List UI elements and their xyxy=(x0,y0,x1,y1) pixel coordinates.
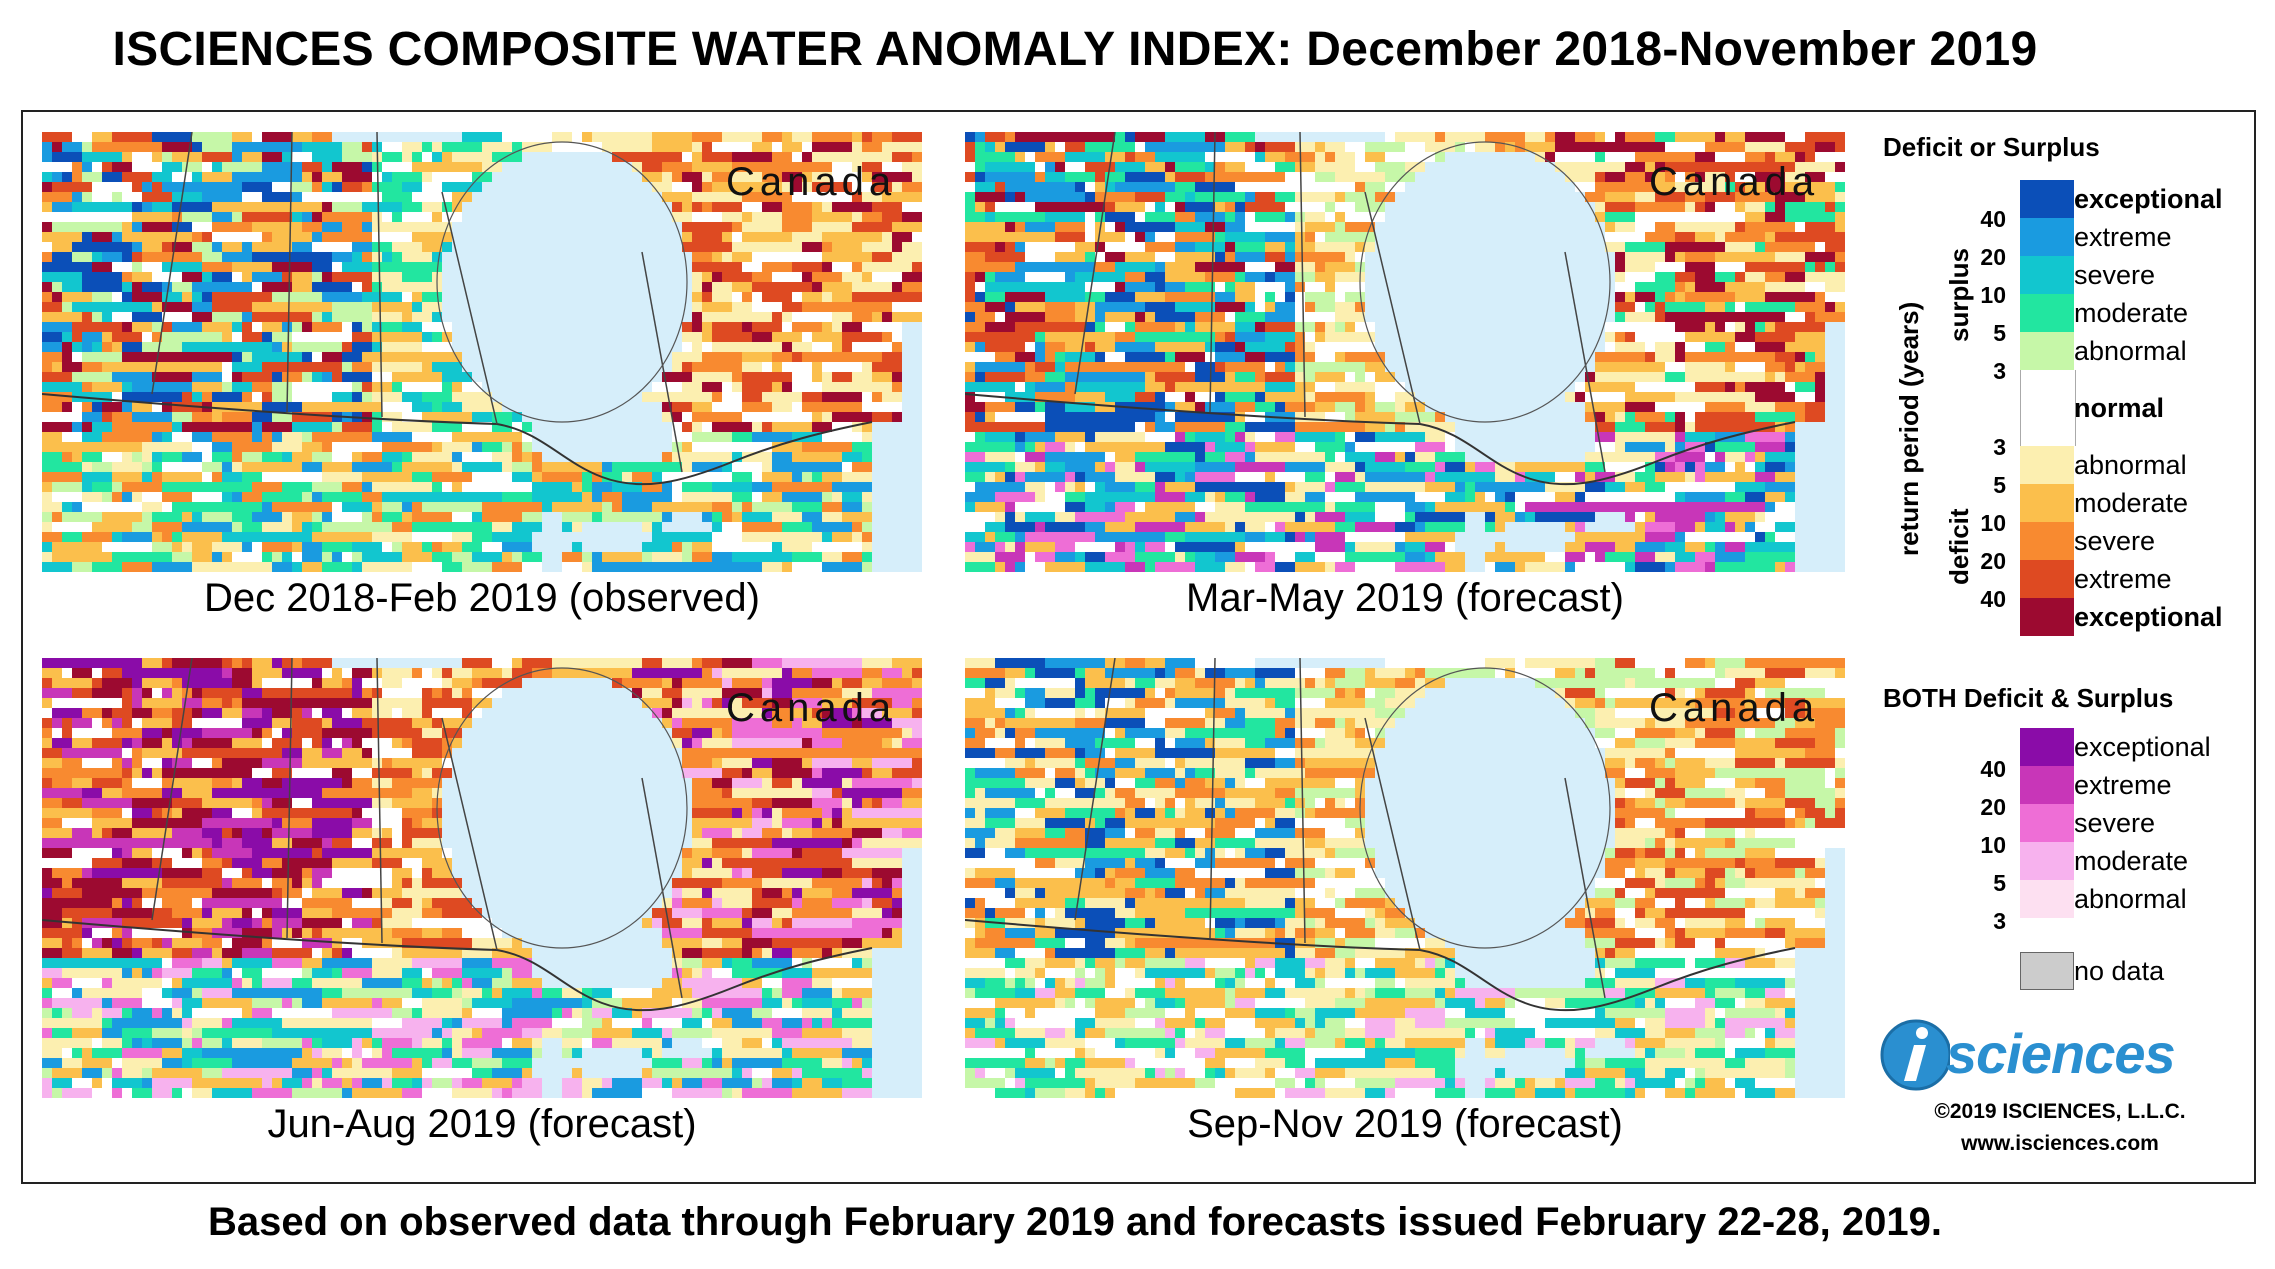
page-title: ISCIENCES COMPOSITE WATER ANOMALY INDEX:… xyxy=(112,23,2038,76)
surplus-label-moderate: moderate xyxy=(2074,298,2189,328)
map-region-label: Canada xyxy=(1649,686,1820,730)
surplus-threshold-number: 3 xyxy=(1993,358,2006,384)
both-label-moderate: moderate xyxy=(2074,846,2189,876)
water-anomaly-map xyxy=(42,132,922,572)
surplus-threshold-number: 20 xyxy=(1980,244,2006,270)
surplus-threshold-number: 5 xyxy=(1993,320,2006,346)
deficit-swatch-severe xyxy=(2020,522,2074,560)
both-threshold-number: 3 xyxy=(1993,908,2006,934)
surplus-swatch-severe xyxy=(2020,256,2074,294)
both-swatch-moderate xyxy=(2020,842,2074,880)
both-threshold-number: 5 xyxy=(1993,870,2006,896)
surplus-threshold-number: 40 xyxy=(1980,206,2006,232)
map-caption-sep-nov: Sep-Nov 2019 (forecast) xyxy=(1187,1102,1623,1146)
legend-nodata-swatch xyxy=(2020,952,2074,990)
copyright-text: ©2019 ISCIENCES, L.L.C. xyxy=(1934,1100,2186,1123)
water-anomaly-map xyxy=(965,658,1845,1098)
surplus-label-exceptional: exceptional xyxy=(2074,184,2223,214)
surplus-label-severe: severe xyxy=(2074,260,2156,290)
deficit-label-abnormal: abnormal xyxy=(2074,450,2187,480)
surplus-swatch-exceptional xyxy=(2020,180,2074,218)
map-panel-jun-aug xyxy=(42,658,922,1098)
deficit-label-exceptional: exceptional xyxy=(2074,602,2223,632)
map-panel-sep-nov xyxy=(965,658,1845,1098)
deficit-label-moderate: moderate xyxy=(2074,488,2189,518)
both-threshold-number: 40 xyxy=(1980,756,2006,782)
surplus-swatch-extreme xyxy=(2020,218,2074,256)
both-label-severe: severe xyxy=(2074,808,2156,838)
map-caption-dec-feb: Dec 2018-Feb 2019 (observed) xyxy=(204,576,760,620)
deficit-swatch-extreme xyxy=(2020,560,2074,598)
both-threshold-number: 20 xyxy=(1980,794,2006,820)
map-caption-mar-may: Mar-May 2019 (forecast) xyxy=(1186,576,1624,620)
map-caption-jun-aug: Jun-Aug 2019 (forecast) xyxy=(267,1102,697,1146)
map-panel-dec-feb xyxy=(42,132,922,572)
surplus-swatch-moderate xyxy=(2020,294,2074,332)
both-swatch-severe xyxy=(2020,804,2074,842)
website-text: www.isciences.com xyxy=(1961,1132,2159,1155)
surplus-label-extreme: extreme xyxy=(2074,222,2172,252)
deficit-threshold-number: 3 xyxy=(1993,434,2006,460)
map-region-label: Canada xyxy=(1649,160,1820,204)
legend-title-deficit-surplus: Deficit or Surplus xyxy=(1883,132,2100,162)
logo-globe-icon xyxy=(1880,1019,1950,1091)
both-threshold-number: 10 xyxy=(1980,832,2006,858)
both-label-extreme: extreme xyxy=(2074,770,2172,800)
legend-normal-label: normal xyxy=(2074,393,2165,423)
legend-nodata-label: no data xyxy=(2074,956,2165,986)
deficit-swatch-abnormal xyxy=(2020,446,2074,484)
water-anomaly-map xyxy=(42,658,922,1098)
both-swatch-abnormal xyxy=(2020,880,2074,918)
deficit-threshold-number: 10 xyxy=(1980,510,2006,536)
legend-title-both: BOTH Deficit & Surplus xyxy=(1883,683,2174,713)
legend-normal-swatch xyxy=(2020,370,2076,446)
logo-wordmark: sciences xyxy=(1946,1022,2176,1085)
water-anomaly-map xyxy=(965,132,1845,572)
both-swatch-extreme xyxy=(2020,766,2074,804)
surplus-label-abnormal: abnormal xyxy=(2074,336,2187,366)
map-panel-mar-may xyxy=(965,132,1845,572)
map-region-label: Canada xyxy=(726,686,897,730)
deficit-threshold-number: 5 xyxy=(1993,472,2006,498)
footer-note: Based on observed data through February … xyxy=(208,1200,1942,1244)
deficit-swatch-exceptional xyxy=(2020,598,2074,636)
deficit-label-extreme: extreme xyxy=(2074,564,2172,594)
both-label-abnormal: abnormal xyxy=(2074,884,2187,914)
deficit-label-severe: severe xyxy=(2074,526,2156,556)
deficit-swatch-moderate xyxy=(2020,484,2074,522)
deficit-threshold-number: 20 xyxy=(1980,548,2006,574)
isciences-logo: sciences xyxy=(1880,1015,2240,1095)
map-region-label: Canada xyxy=(726,160,897,204)
surplus-swatch-abnormal xyxy=(2020,332,2074,370)
legend-axis-label: return period (years) xyxy=(1894,301,1924,556)
both-swatch-exceptional xyxy=(2020,728,2074,766)
both-label-exceptional: exceptional xyxy=(2074,732,2211,762)
surplus-threshold-number: 10 xyxy=(1980,282,2006,308)
deficit-threshold-number: 40 xyxy=(1980,586,2006,612)
